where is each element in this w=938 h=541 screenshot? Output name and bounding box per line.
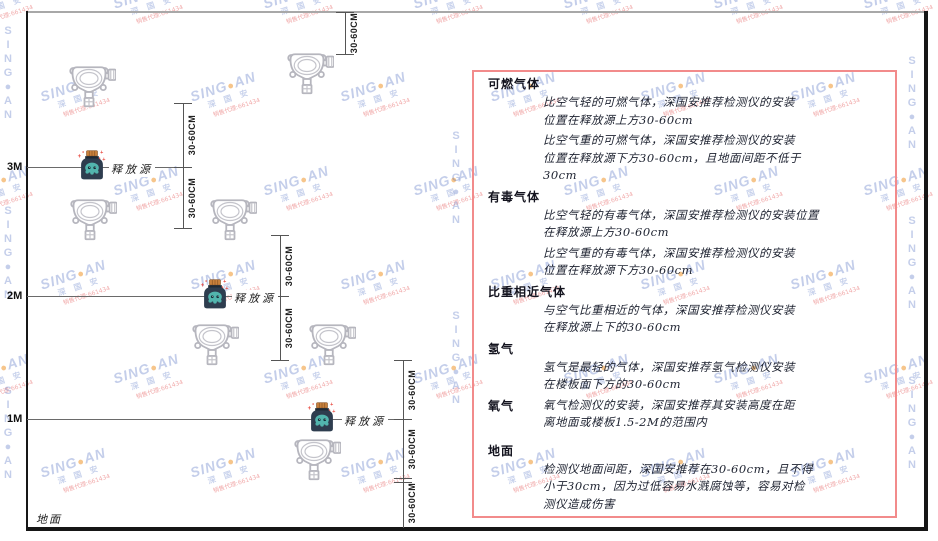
section-paragraph: 比空气重的可燃气体，深国安推荐检测仪的安装 位置在释放源下方30-60cm，且地… xyxy=(543,133,801,182)
section-paragraph: 比空气轻的有毒气体，深国安推荐检测仪的安装位置 在释放源上方30-60cm xyxy=(543,207,819,240)
dimension-tick xyxy=(174,167,192,168)
dimension-label: 30-60CM xyxy=(284,307,294,349)
brand-watermark-vertical: SING●AN xyxy=(2,385,14,483)
section-heading: 地面 xyxy=(488,443,515,458)
axis-label-1m: 1M xyxy=(7,413,23,425)
panel-section-hydrogen: 氢气 氢气是最轻的气体，深国安推荐氢气检测仪安装 在楼板面下方的30-60cm xyxy=(488,340,885,394)
ground-line xyxy=(26,527,928,531)
section-paragraph: 氧气检测仪的安装，深国安推荐其安装高度在距 离地面或楼板1.5-2M的范围内 xyxy=(543,397,795,430)
dimension-tick xyxy=(271,235,289,236)
left-wall-line xyxy=(26,11,28,530)
dimension-label: 30-60CM xyxy=(187,177,197,219)
dimension-tick xyxy=(271,296,289,297)
section-paragraph: 与空气比重相近的气体，深国安推荐检测仪安装 在释放源上下的30-60cm xyxy=(543,302,795,335)
dimension-line-3m xyxy=(183,103,184,228)
dimension-tick xyxy=(336,54,354,55)
gas-detector-icon xyxy=(308,322,356,366)
dimension-line-ceiling xyxy=(345,12,346,54)
dimension-line-2m xyxy=(280,235,281,360)
axis-label-3m: 3M xyxy=(7,161,23,173)
right-wall-line xyxy=(924,11,928,530)
ceiling-line xyxy=(27,11,926,13)
gas-detector-icon xyxy=(293,437,341,481)
dimension-label: 30-60CM xyxy=(407,482,417,524)
dimension-tick xyxy=(394,478,412,479)
brand-watermark-vertical: SING●AN xyxy=(906,55,918,153)
section-paragraph: 氢气是最轻的气体，深国安推荐氢气检测仪安装 在楼板面下方的30-60cm xyxy=(543,359,795,392)
release-source-icon xyxy=(77,149,107,181)
dimension-tick xyxy=(394,482,412,483)
panel-section-toxic-gas: 有毒气体 比空气轻的有毒气体，深国安推荐检测仪的安装位置 在释放源上方30-60… xyxy=(488,188,885,280)
level-line-3m xyxy=(27,167,183,168)
dimension-tick xyxy=(336,12,354,13)
brand-watermark-vertical: SING●AN xyxy=(2,205,14,303)
dimension-label: 30-60CM xyxy=(284,245,294,287)
brand-watermark-vertical: SING●AN xyxy=(906,375,918,473)
panel-section-similar-density-gas: 比重相近气体 与空气比重相近的气体，深国安推荐检测仪安装 在释放源上下的30-6… xyxy=(488,283,885,337)
dimension-tick xyxy=(394,419,412,420)
dimension-line-1m xyxy=(403,360,404,528)
installation-guide-panel: 可燃气体 比空气轻的可燃气体，深国安推荐检测仪的安装 位置在释放源上方30-60… xyxy=(472,70,897,518)
brand-watermark-vertical: SING●AN xyxy=(906,215,918,313)
panel-section-oxygen: 氧气 氧气检测仪的安装，深国安推荐其安装高度在距 离地面或楼板1.5-2M的范围… xyxy=(488,397,885,432)
section-heading: 氢气 xyxy=(488,341,515,356)
dimension-tick xyxy=(394,360,412,361)
section-paragraph: 比空气轻的可燃气体，深国安推荐检测仪的安装 位置在释放源上方30-60cm xyxy=(543,95,795,127)
brand-watermark-vertical: SING●AN xyxy=(450,310,462,408)
dimension-tick xyxy=(174,228,192,229)
gas-detector-icon xyxy=(68,64,116,108)
release-source-label: 释放源 xyxy=(109,161,155,177)
level-line-2m xyxy=(27,296,280,297)
gas-detector-icon xyxy=(69,197,117,241)
section-heading: 氧气 xyxy=(488,398,515,413)
section-heading: 可燃气体 xyxy=(488,77,541,91)
ground-label: 地面 xyxy=(36,513,62,526)
dimension-tick xyxy=(271,360,289,361)
release-source-icon xyxy=(307,401,337,433)
dimension-label: 30-60CM xyxy=(407,428,417,470)
dimension-label: 30-60CM xyxy=(187,114,197,156)
dimension-tick xyxy=(174,103,192,104)
gas-detector-icon xyxy=(191,322,239,366)
release-source-label: 释放源 xyxy=(342,413,388,429)
dimension-label: 30-60CM xyxy=(349,12,359,54)
section-paragraph: 比空气重的有毒气体，深国安推荐检测仪的安装 位置在释放源下方30-60cm xyxy=(543,245,795,278)
section-heading: 有毒气体 xyxy=(488,189,541,204)
gas-detector-icon xyxy=(209,197,257,241)
gas-detector-icon xyxy=(286,51,334,95)
brand-watermark-vertical: SING●AN xyxy=(2,25,14,123)
section-heading: 比重相近气体 xyxy=(488,284,567,299)
level-line-1m xyxy=(27,419,403,420)
dimension-label: 30-60CM xyxy=(407,369,417,411)
release-source-icon xyxy=(200,278,230,310)
panel-section-ground: 地面 检测仪地面间距，深国安推荐在30-60cm，且不得 小于30cm，因为过低… xyxy=(488,442,885,514)
brand-watermark-vertical: SING●AN xyxy=(450,130,462,228)
release-source-label: 释放源 xyxy=(232,290,278,306)
section-paragraph: 检测仪地面间距，深国安推荐在30-60cm，且不得 小于30cm，因为过低容易水… xyxy=(543,461,813,511)
axis-label-2m: 2M xyxy=(7,290,23,302)
panel-section-flammable-gas: 可燃气体 比空气轻的可燃气体，深国安推荐检测仪的安装 位置在释放源上方30-60… xyxy=(488,75,885,185)
